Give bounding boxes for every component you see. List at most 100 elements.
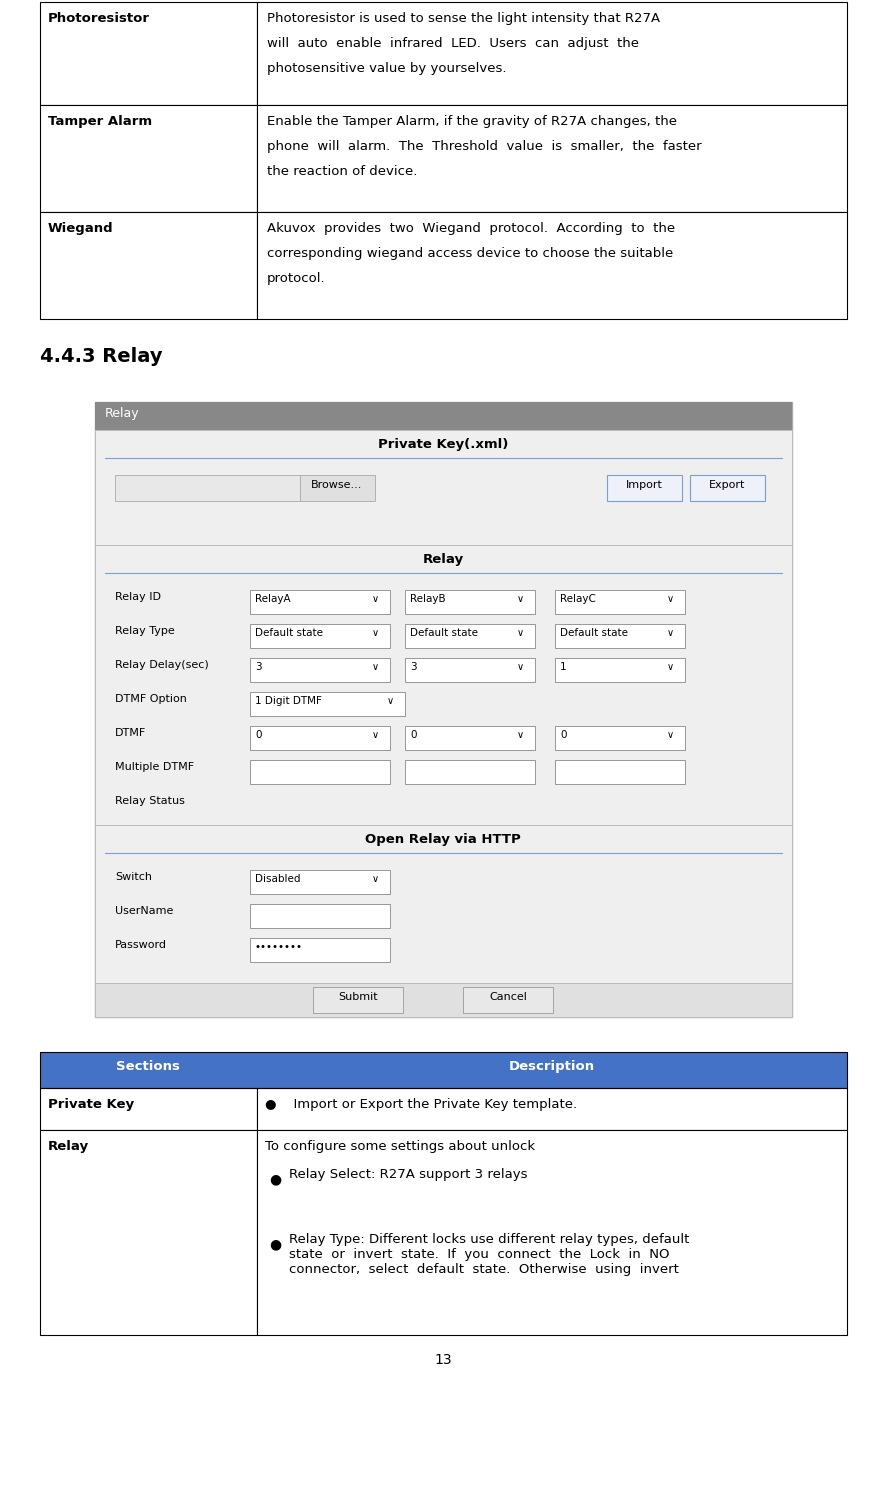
Text: Browse...: Browse... bbox=[311, 479, 362, 490]
Text: Open Relay via HTTP: Open Relay via HTTP bbox=[365, 833, 520, 846]
Text: Enable the Tamper Alarm, if the gravity of R27A changes, the: Enable the Tamper Alarm, if the gravity … bbox=[267, 115, 676, 127]
Bar bbox=[40, 105, 257, 213]
Text: Submit: Submit bbox=[338, 992, 377, 1002]
Bar bbox=[555, 658, 684, 682]
Text: Tamper Alarm: Tamper Alarm bbox=[48, 115, 152, 127]
Text: Switch: Switch bbox=[115, 872, 152, 882]
Text: Akuvox  provides  two  Wiegand  protocol.  According  to  the: Akuvox provides two Wiegand protocol. Ac… bbox=[267, 222, 674, 235]
Text: 0: 0 bbox=[409, 730, 416, 740]
Bar bbox=[95, 401, 791, 430]
Text: Photoresistor is used to sense the light intensity that R27A: Photoresistor is used to sense the light… bbox=[267, 12, 659, 25]
Bar bbox=[250, 658, 390, 682]
Text: 0: 0 bbox=[559, 730, 566, 740]
Text: Cancel: Cancel bbox=[488, 992, 526, 1002]
Text: To configure some settings about unlock: To configure some settings about unlock bbox=[265, 1140, 534, 1153]
Bar bbox=[250, 625, 390, 649]
Text: ∨: ∨ bbox=[666, 595, 673, 604]
Text: will  auto  enable  infrared  LED.  Users  can  adjust  the: will auto enable infrared LED. Users can… bbox=[267, 37, 638, 49]
Bar bbox=[250, 938, 390, 962]
Bar bbox=[40, 213, 257, 319]
Bar bbox=[257, 1, 846, 105]
Text: Private Key: Private Key bbox=[48, 1098, 134, 1112]
Text: Relay Delay(sec): Relay Delay(sec) bbox=[115, 661, 208, 670]
Text: ∨: ∨ bbox=[371, 628, 378, 638]
Text: Default state: Default state bbox=[409, 628, 478, 638]
Text: Relay Status: Relay Status bbox=[115, 795, 184, 806]
Text: photosensitive value by yourselves.: photosensitive value by yourselves. bbox=[267, 61, 506, 75]
Text: ∨: ∨ bbox=[371, 595, 378, 604]
Bar bbox=[257, 213, 846, 319]
Text: RelayA: RelayA bbox=[254, 595, 291, 604]
Bar bbox=[115, 475, 299, 500]
Bar bbox=[95, 430, 791, 545]
Text: ••••••••: •••••••• bbox=[254, 942, 303, 953]
Bar bbox=[606, 475, 681, 500]
Text: Relay Select: R27A support 3 relays: Relay Select: R27A support 3 relays bbox=[289, 1168, 527, 1180]
Text: Photoresistor: Photoresistor bbox=[48, 12, 150, 25]
Bar bbox=[313, 987, 402, 1013]
Text: Private Key(.xml): Private Key(.xml) bbox=[377, 437, 508, 451]
Text: ●: ● bbox=[268, 1171, 281, 1186]
Text: Description: Description bbox=[509, 1061, 595, 1073]
Bar bbox=[40, 1052, 846, 1088]
Text: Default state: Default state bbox=[559, 628, 627, 638]
Bar bbox=[40, 1, 257, 105]
Bar bbox=[555, 727, 684, 750]
Bar bbox=[405, 590, 534, 614]
Text: ●: ● bbox=[268, 1237, 281, 1251]
Text: ∨: ∨ bbox=[517, 662, 524, 673]
Bar bbox=[689, 475, 764, 500]
Text: Import: Import bbox=[625, 479, 662, 490]
Text: the reaction of device.: the reaction of device. bbox=[267, 165, 417, 178]
Bar bbox=[40, 1088, 257, 1129]
Bar bbox=[299, 475, 375, 500]
Bar bbox=[405, 658, 534, 682]
Text: 3: 3 bbox=[254, 662, 261, 673]
Text: 0: 0 bbox=[254, 730, 261, 740]
Bar bbox=[405, 759, 534, 783]
Text: ∨: ∨ bbox=[666, 730, 673, 740]
Bar bbox=[250, 759, 390, 783]
Bar bbox=[95, 401, 791, 1017]
Text: Relay Type: Relay Type bbox=[115, 626, 175, 637]
Text: DTMF: DTMF bbox=[115, 728, 146, 739]
Text: phone  will  alarm.  The  Threshold  value  is  smaller,  the  faster: phone will alarm. The Threshold value is… bbox=[267, 139, 701, 153]
Text: Export: Export bbox=[708, 479, 744, 490]
Bar bbox=[257, 1088, 846, 1129]
Text: Relay: Relay bbox=[422, 553, 463, 566]
Text: ∨: ∨ bbox=[666, 662, 673, 673]
Text: ∨: ∨ bbox=[517, 595, 524, 604]
Text: Sections: Sections bbox=[116, 1061, 180, 1073]
Text: ∨: ∨ bbox=[371, 662, 378, 673]
Text: ∨: ∨ bbox=[517, 628, 524, 638]
Text: Password: Password bbox=[115, 941, 167, 950]
Bar bbox=[250, 590, 390, 614]
Text: ∨: ∨ bbox=[517, 730, 524, 740]
Text: Wiegand: Wiegand bbox=[48, 222, 113, 235]
Bar bbox=[40, 1052, 257, 1088]
Text: corresponding wiegand access device to choose the suitable: corresponding wiegand access device to c… bbox=[267, 247, 672, 261]
Bar bbox=[95, 983, 791, 1017]
Text: Multiple DTMF: Multiple DTMF bbox=[115, 762, 194, 771]
Text: RelayC: RelayC bbox=[559, 595, 595, 604]
Text: ∨: ∨ bbox=[386, 697, 393, 706]
Bar bbox=[555, 625, 684, 649]
Text: ∨: ∨ bbox=[666, 628, 673, 638]
Text: ∨: ∨ bbox=[371, 873, 378, 884]
Text: 1 Digit DTMF: 1 Digit DTMF bbox=[254, 697, 322, 706]
Bar bbox=[462, 987, 552, 1013]
Text: ●    Import or Export the Private Key template.: ● Import or Export the Private Key templ… bbox=[265, 1098, 577, 1112]
Text: UserName: UserName bbox=[115, 906, 173, 915]
Text: protocol.: protocol. bbox=[267, 273, 325, 285]
Bar bbox=[95, 825, 791, 983]
Bar bbox=[257, 105, 846, 213]
Bar bbox=[250, 692, 405, 716]
Bar bbox=[257, 1052, 846, 1088]
Bar bbox=[250, 903, 390, 927]
Text: Disabled: Disabled bbox=[254, 873, 300, 884]
Text: ∨: ∨ bbox=[371, 730, 378, 740]
Text: 4.4.3 Relay: 4.4.3 Relay bbox=[40, 348, 162, 366]
Bar bbox=[405, 625, 534, 649]
Text: Default state: Default state bbox=[254, 628, 323, 638]
Text: DTMF Option: DTMF Option bbox=[115, 694, 187, 704]
